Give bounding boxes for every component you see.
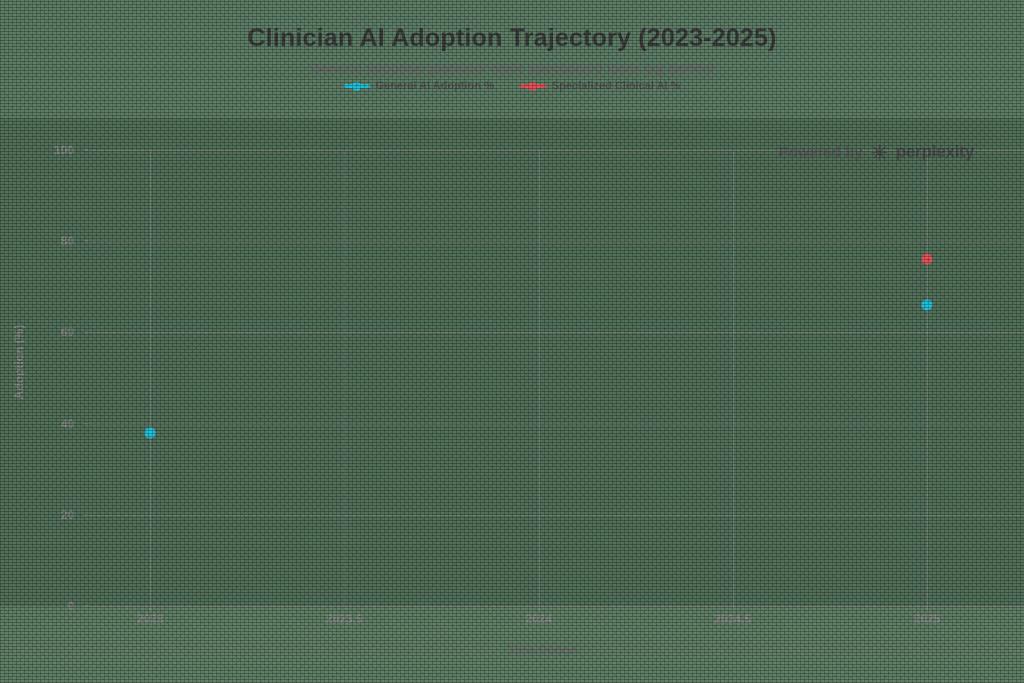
data-point-marker[interactable]: [921, 299, 933, 311]
perplexity-logo-icon: [870, 143, 889, 162]
chart-legend: General AI Adoption % Specialized Clinic…: [0, 80, 1024, 92]
x-gridline: [150, 150, 151, 606]
y-gridline: [90, 423, 1024, 425]
legend-swatch-general-ai-adoption: [343, 81, 370, 91]
x-axis-title: Time Period: [507, 643, 577, 657]
y-tick-label: 100: [53, 143, 74, 157]
watermark-brand: perplexity: [895, 142, 975, 161]
y-gridline: [90, 241, 1024, 243]
chart-subtitle: General adoption plateaus while speciali…: [309, 60, 715, 76]
x-tick-mark: [150, 606, 151, 611]
x-tick-mark: [732, 606, 734, 611]
x-tick-mark: [538, 606, 540, 611]
plot-area[interactable]: 0 20 40 60 80 100 2023 2023.5 2024 2024.5 2025: [54, 118, 1024, 626]
data-point-marker[interactable]: [144, 427, 156, 439]
x-tick-label: 2025: [913, 612, 941, 626]
legend-item-general-ai-adoption[interactable]: General AI Adoption %: [343, 80, 494, 92]
x-gridline: [538, 150, 540, 606]
x-gridline: [927, 150, 928, 606]
y-tick-mark: [84, 149, 89, 151]
powered-by-watermark: Powered by perplexity: [778, 142, 974, 162]
legend-swatch-specialized-clinical-ai: [519, 81, 546, 91]
x-tick-label: 2024: [525, 612, 552, 626]
data-point-marker[interactable]: [921, 253, 933, 265]
y-tick-label: 40: [60, 416, 74, 431]
chart-header: Clinician AI Adoption Trajectory (2023-2…: [0, 0, 1024, 118]
y-gridline: [90, 514, 1024, 516]
y-tick-mark: [84, 423, 89, 425]
x-tick-label: 2023.5: [325, 612, 363, 626]
x-tick-mark: [927, 606, 928, 611]
legend-label-specialized-clinical-ai: Specialized Clinical AI %: [551, 80, 681, 92]
y-tick-label: 20: [60, 507, 74, 522]
y-tick-mark: [84, 514, 89, 516]
x-gridline: [344, 150, 346, 606]
y-tick-label: 0: [67, 599, 74, 613]
x-tick-label: 2023: [136, 612, 164, 626]
y-gridline: [90, 332, 1024, 334]
y-tick-label: 80: [60, 234, 74, 249]
page-title: Clinician AI Adoption Trajectory (2023-2…: [247, 24, 777, 52]
legend-item-specialized-clinical-ai[interactable]: Specialized Clinical AI %: [519, 80, 681, 92]
y-tick-mark: [84, 331, 89, 333]
y-axis-title: Adoption (%): [12, 324, 26, 400]
y-gridline: [90, 606, 1024, 607]
x-tick-label: 2024.5: [714, 612, 752, 626]
y-tick-mark: [84, 240, 89, 242]
y-gridline: [90, 150, 1024, 151]
watermark-prefix: Powered by: [778, 143, 863, 161]
y-tick-label: 60: [60, 325, 74, 340]
y-tick-mark: [84, 605, 89, 607]
x-tick-mark: [344, 606, 346, 611]
x-gridline: [732, 150, 734, 606]
plot-background: [0, 118, 1024, 606]
legend-label-general-ai-adoption: General AI Adoption %: [375, 80, 494, 92]
axis-footer-background: [0, 606, 1024, 683]
